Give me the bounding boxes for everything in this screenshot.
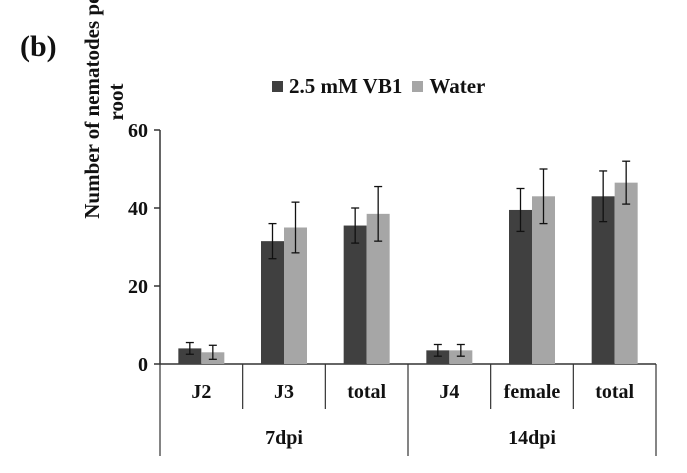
bar-water: [532, 196, 555, 364]
bar-water: [449, 350, 473, 364]
x-tick-label: J3: [274, 381, 294, 403]
y-tick-label: 40: [128, 198, 148, 220]
bar-vb1: [343, 225, 367, 364]
legend: 2.5 mM VB1 Water: [272, 74, 495, 99]
x-tick-label: total: [595, 381, 634, 403]
legend-label-vb1: 2.5 mM VB1: [289, 74, 403, 98]
bar-vb1: [509, 209, 532, 364]
bar-vb1: [178, 348, 202, 364]
legend-label-water: Water: [429, 74, 486, 98]
x-tick-label: J2: [191, 381, 211, 403]
bar-vb1: [591, 196, 615, 364]
bar-water: [614, 182, 638, 364]
legend-swatch-vb1: [272, 81, 283, 92]
x-tick-label: J4: [439, 381, 459, 403]
x-group-label: 7dpi: [265, 427, 303, 449]
x-tick-label: female: [504, 381, 561, 403]
panel-label: (b): [20, 30, 57, 63]
x-tick-label: total: [347, 381, 386, 403]
bar-water: [284, 227, 307, 364]
legend-item-water: Water: [412, 74, 485, 99]
x-group-label: 14dpi: [508, 427, 556, 449]
legend-item-vb1: 2.5 mM VB1: [272, 74, 402, 99]
bar-vb1: [426, 350, 450, 364]
bar-water: [366, 213, 390, 364]
y-tick-label: 20: [128, 276, 148, 298]
legend-swatch-water: [412, 81, 424, 92]
y-tick-label: 0: [138, 354, 148, 376]
bar-vb1: [261, 241, 284, 364]
y-tick-label: 60: [128, 120, 148, 142]
